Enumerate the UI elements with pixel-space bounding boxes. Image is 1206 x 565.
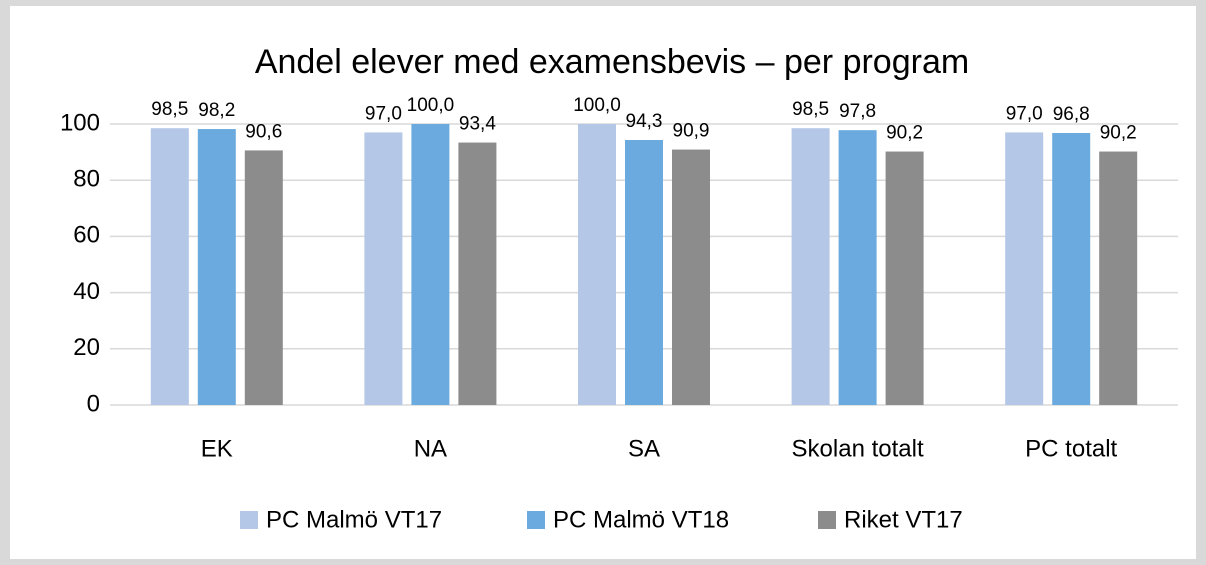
x-tick-label: EK (201, 435, 233, 462)
data-label: 98,2 (198, 100, 235, 121)
x-tick-label: PC totalt (1025, 435, 1117, 462)
legend-label: Riket VT17 (844, 506, 963, 533)
y-tick-label: 40 (73, 278, 100, 305)
y-tick-label: 80 (73, 166, 100, 193)
bar (838, 130, 877, 405)
bar (625, 140, 663, 405)
data-label: 98,5 (151, 99, 188, 120)
bar (578, 124, 616, 405)
legend-swatch (818, 511, 836, 529)
data-label: 96,8 (1053, 104, 1090, 125)
legend-swatch (240, 511, 258, 529)
data-label: 90,2 (886, 123, 923, 144)
data-label: 90,9 (673, 121, 710, 142)
data-label: 100,0 (407, 95, 455, 116)
y-tick-label: 0 (87, 390, 100, 417)
legend-label: PC Malmö VT17 (266, 506, 442, 533)
x-tick-label: Skolan totalt (792, 435, 924, 462)
bar (885, 151, 924, 405)
data-label: 97,0 (365, 103, 402, 124)
bar (672, 149, 710, 405)
data-label: 100,0 (573, 95, 621, 116)
data-label: 90,2 (1100, 123, 1137, 144)
data-label: 90,6 (245, 121, 282, 142)
x-tick-label: SA (628, 435, 660, 462)
bar (197, 129, 236, 406)
x-tick-label: NA (414, 435, 447, 462)
y-tick-label: 100 (60, 109, 100, 136)
chart-title: Andel elever med examensbevis – per prog… (255, 43, 969, 81)
bar (458, 142, 497, 405)
data-label: 94,3 (626, 111, 663, 132)
bar (791, 128, 830, 405)
data-label: 98,5 (792, 99, 829, 120)
bar (411, 124, 450, 405)
legend-swatch (527, 511, 545, 529)
bar (1099, 151, 1138, 405)
bar (1052, 132, 1091, 405)
bar (244, 150, 283, 405)
data-label: 93,4 (459, 114, 496, 135)
bar (150, 128, 189, 405)
y-tick-label: 20 (73, 334, 100, 361)
legend-label: PC Malmö VT18 (553, 506, 729, 533)
data-label: 97,8 (839, 101, 876, 122)
data-label: 97,0 (1006, 103, 1043, 124)
y-tick-label: 60 (73, 222, 100, 249)
bar (1005, 132, 1044, 405)
bar (364, 132, 403, 405)
